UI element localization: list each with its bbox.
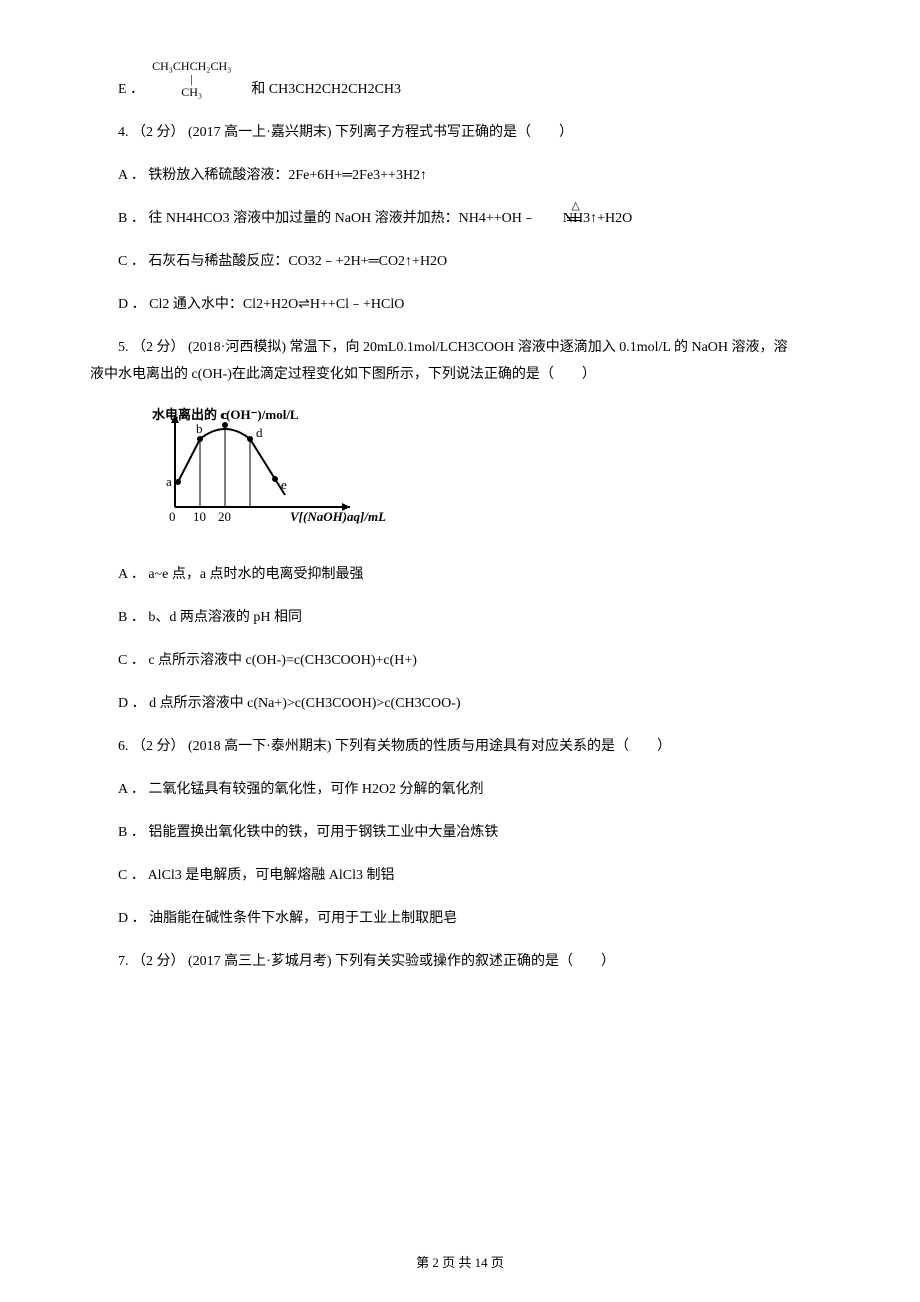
q6-option-b: B ． 铝能置换出氧化铁中的铁，可用于钢铁工业中大量冶炼铁: [90, 822, 830, 843]
svg-text:a: a: [166, 474, 172, 489]
q4-option-c: C ． 石灰石与稀盐酸反应：CO32﹣+2H+═CO2↑+H2O: [90, 251, 830, 272]
q5-stem-line2: 液中水电离出的 c(OH-)在此滴定过程变化如下图所示，下列说法正确的是（ ）: [90, 364, 830, 385]
q4-option-d: D ． Cl2 通入水中：Cl2+H2O⇌H++Cl﹣+HClO: [90, 294, 830, 315]
q4-option-a: A ． 铁粉放入稀硫酸溶液：2Fe+6H+═2Fe3++3H2↑: [90, 165, 830, 186]
q5-chart: 水电离出的 c(OH⁻)/mol/Labcde01020V[(NaOH)aq]/…: [150, 407, 830, 534]
option-e-label: E ．: [118, 79, 144, 100]
svg-text:d: d: [256, 425, 263, 440]
q5-option-c: C ． c 点所示溶液中 c(OH-)=c(CH3COOH)+c(H+): [90, 650, 830, 671]
svg-text:10: 10: [193, 509, 206, 524]
q6-stem: 6. （2 分） (2018 高一下·泰州期末) 下列有关物质的性质与用途具有对…: [90, 736, 830, 757]
svg-text:V[(NaOH)aq]/mL: V[(NaOH)aq]/mL: [290, 509, 386, 524]
svg-text:e: e: [281, 477, 287, 492]
page-footer: 第 2 页 共 14 页: [0, 1253, 920, 1273]
q4-stem: 4. （2 分） (2017 高一上·嘉兴期末) 下列离子方程式书写正确的是（ …: [90, 122, 830, 143]
q5-option-b: B ． b、d 两点溶液的 pH 相同: [90, 607, 830, 628]
q4-b-pre: B ． 往 NH4HCO3 溶液中加过量的 NaOH 溶液并加热：NH4++OH…: [118, 211, 539, 226]
option-e-after: 和 CH3CH2CH2CH2CH3: [251, 79, 401, 100]
q7-stem: 7. （2 分） (2017 高三上·芗城月考) 下列有关实验或操作的叙述正确的…: [90, 951, 830, 972]
svg-text:0: 0: [169, 509, 176, 524]
option-e-row: E ． CH₃CHCH₂CH₃ | CH₃ 和 CH3CH2CH2CH2CH3: [90, 60, 830, 100]
q5-stem-line1: 5. （2 分） (2018·河西模拟) 常温下，向 20mL0.1mol/LC…: [90, 337, 830, 358]
svg-text:20: 20: [218, 509, 231, 524]
q6-option-a: A ． 二氧化锰具有较强的氧化性，可作 H2O2 分解的氧化剂: [90, 779, 830, 800]
q6-option-d: D ． 油脂能在碱性条件下水解，可用于工业上制取肥皂: [90, 908, 830, 929]
heat-equals-icon: △: [539, 208, 559, 229]
svg-text:b: b: [196, 421, 203, 436]
q4-option-b: B ． 往 NH4HCO3 溶液中加过量的 NaOH 溶液并加热：NH4++OH…: [90, 208, 830, 229]
option-e-formula: CH₃CHCH₂CH₃ | CH₃: [152, 60, 231, 100]
q6-option-c: C ． AlCl3 是电解质，可电解熔融 AlCl3 制铝: [90, 865, 830, 886]
q5-option-d: D ． d 点所示溶液中 c(Na+)>c(CH3COOH)>c(CH3COO-…: [90, 693, 830, 714]
svg-text:c: c: [222, 407, 228, 422]
q5-option-a: A ． a~e 点，a 点时水的电离受抑制最强: [90, 564, 830, 585]
